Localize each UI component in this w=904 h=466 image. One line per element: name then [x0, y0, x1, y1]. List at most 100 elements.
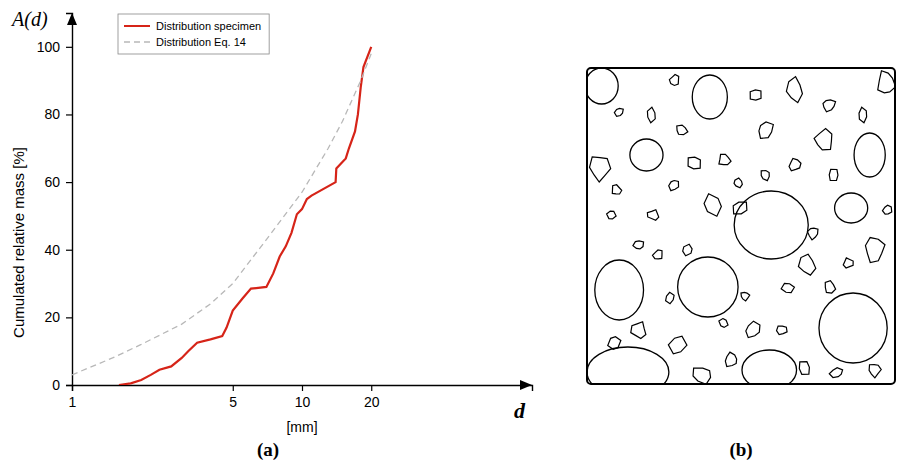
aggregate	[647, 107, 655, 123]
aggregate	[614, 108, 623, 116]
y-tick-mark	[66, 182, 72, 183]
legend-label: Distribution Eq. 14	[156, 36, 246, 48]
aggregate	[633, 241, 644, 249]
aggregate	[693, 368, 711, 384]
aggregate	[719, 154, 731, 164]
y-tick: 60	[44, 174, 72, 190]
y-axis-symbol: A(d)	[10, 8, 48, 31]
aggregate	[678, 257, 738, 317]
aggregate	[781, 283, 794, 292]
x-tick-label: 20	[364, 394, 380, 410]
panel-label: (a)	[257, 439, 279, 461]
panel-label: (b)	[729, 439, 752, 461]
aggregate	[630, 139, 663, 171]
x-tick-label: 10	[295, 394, 311, 410]
aggregate	[683, 244, 692, 256]
aggregate	[666, 292, 674, 303]
aggregate	[814, 129, 832, 150]
aggregate	[677, 125, 688, 135]
aggregate	[746, 321, 760, 337]
plot-area	[72, 47, 371, 385]
legend-box	[118, 14, 269, 54]
y-tick-label: 100	[37, 39, 61, 55]
x-tick-mark	[233, 385, 234, 391]
aggregate	[741, 292, 750, 301]
aggregate	[587, 68, 618, 104]
x-tick: 20	[364, 385, 380, 410]
x-tick-mark	[302, 385, 303, 391]
y-axis-line	[66, 14, 73, 386]
aggregate	[829, 368, 842, 378]
aggregate	[750, 90, 761, 100]
x-axis-line	[73, 386, 533, 392]
x-tick: 1	[69, 385, 77, 410]
aggregate	[835, 193, 868, 223]
aggregate	[733, 202, 747, 214]
aggregate	[882, 205, 891, 214]
aggregate	[612, 185, 621, 194]
aggregate	[829, 169, 838, 180]
specimen-frame	[587, 68, 895, 384]
aggregate	[607, 211, 616, 219]
x-axis-arrow	[520, 380, 532, 390]
aggregate	[865, 238, 885, 263]
x-axis-title: [mm]	[286, 419, 317, 435]
aggregate	[704, 194, 721, 216]
aggregate	[652, 250, 662, 259]
y-tick: 40	[44, 242, 72, 258]
aggregate	[734, 178, 742, 188]
aggregate	[669, 75, 678, 86]
aggregate	[587, 347, 669, 384]
x-axis-symbol: d	[514, 398, 526, 423]
aggregate	[869, 365, 881, 378]
aggregate	[759, 122, 773, 138]
aggregate	[761, 171, 769, 181]
aggregate	[777, 326, 788, 334]
aggregate	[725, 352, 736, 366]
aggregate	[719, 319, 728, 328]
specimen	[585, 68, 896, 413]
aggregate	[669, 181, 679, 191]
x-tick-label: 5	[229, 394, 237, 410]
y-tick-mark	[66, 250, 72, 251]
aggregate	[789, 158, 801, 170]
y-tick-label: 20	[44, 309, 60, 325]
aggregate	[843, 258, 853, 268]
y-axis-arrow	[67, 13, 77, 25]
aggregate	[590, 157, 611, 182]
x-axis: 1 5 10 20	[69, 385, 533, 410]
y-tick-label: 60	[44, 174, 60, 190]
legend-label: Distribution specimen	[156, 20, 261, 32]
aggregate	[668, 336, 687, 354]
figure: 1 5 10 20 0 20 40 60 80 100 Cumulated relative mas…	[0, 0, 904, 466]
aggregate	[823, 100, 836, 112]
x-tick-mark	[371, 385, 372, 391]
y-axis-title: Cumulated relative mass [%]	[10, 147, 27, 338]
aggregate	[692, 75, 727, 119]
aggregate	[799, 362, 809, 375]
series-line	[119, 47, 371, 385]
aggregate	[854, 133, 885, 177]
y-tick-mark	[66, 317, 72, 318]
aggregate	[878, 71, 895, 93]
aggregate	[631, 322, 646, 339]
y-tick: 20	[44, 309, 72, 325]
aggregate	[595, 260, 644, 320]
legend-swatch	[124, 25, 150, 27]
aggregate	[742, 350, 797, 384]
y-axis: 0 20 40 60 80 100	[37, 14, 73, 393]
y-tick: 100	[37, 39, 72, 55]
x-tick-label: 1	[69, 394, 77, 410]
y-tick-mark	[66, 114, 72, 115]
aggregate	[734, 191, 808, 259]
aggregate	[786, 77, 802, 103]
aggregate	[807, 228, 818, 240]
x-tick: 10	[295, 385, 311, 410]
aggregate	[647, 210, 658, 220]
aggregate	[859, 107, 867, 123]
y-tick-label: 0	[52, 377, 60, 393]
legend: Distribution specimen Distribution Eq. 14	[118, 14, 269, 54]
y-tick: 80	[44, 106, 72, 122]
aggregate	[608, 337, 621, 349]
y-tick: 0	[52, 377, 72, 393]
